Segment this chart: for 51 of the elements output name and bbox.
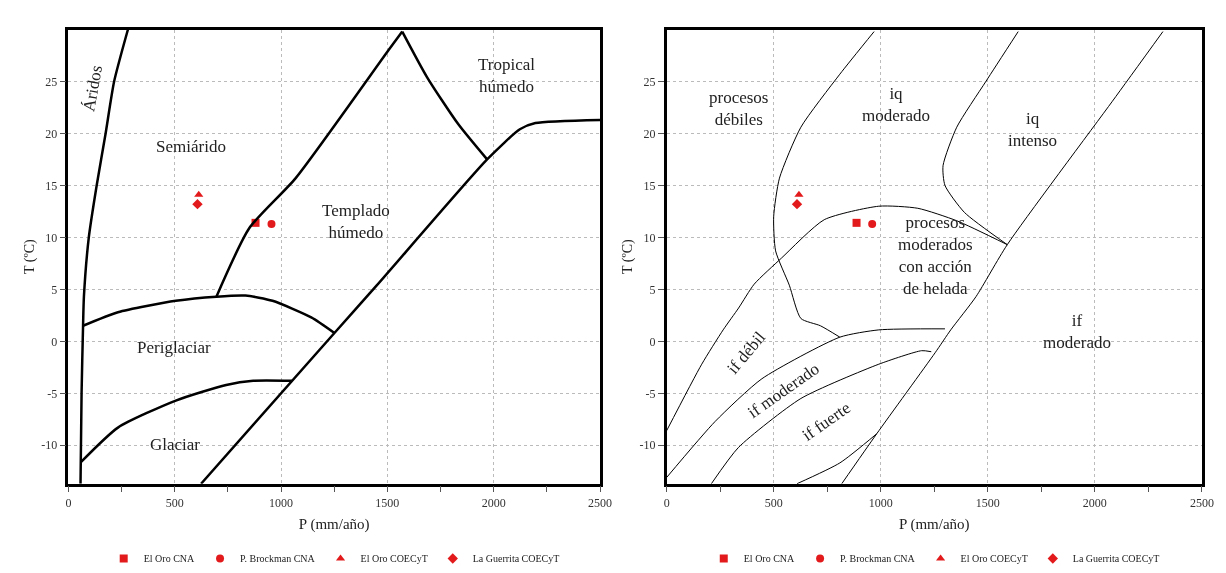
y-tick-label: 5 <box>649 282 656 297</box>
y-axis-title: T (ºC) <box>620 238 637 275</box>
y-tick-label: 15 <box>45 178 58 193</box>
x-tick-label: 1500 <box>975 495 1000 510</box>
x-tick-label: 500 <box>764 495 783 510</box>
annotation: Templado húmedo <box>322 201 390 243</box>
legend-label: El Oro CNA <box>143 553 196 565</box>
legend-label: El Oro COECyT <box>960 553 1028 565</box>
y-tick-label: 20 <box>45 126 58 141</box>
annotation: Semiárido <box>156 137 226 156</box>
annotation: iq moderado <box>862 84 930 126</box>
y-tick-label: -5 <box>47 386 58 401</box>
legend-label: La Guerrita COECyT <box>472 553 560 565</box>
legend-label: La Guerrita COECyT <box>1072 553 1160 565</box>
y-tick-label: 10 <box>643 230 656 245</box>
annotation: Tropical húmedo <box>478 55 536 97</box>
x-tick-label: 0 <box>663 495 670 510</box>
annotation: if moderado <box>1043 311 1111 353</box>
annotation: procesos moderados con acción de helada <box>898 213 973 299</box>
legend-label: El Oro COECyT <box>360 553 428 565</box>
y-tick-label: -10 <box>41 438 58 453</box>
x-tick-label: 1000 <box>868 495 893 510</box>
y-tick-label: 20 <box>643 126 656 141</box>
legend-label: P. Brockman CNA <box>840 553 916 565</box>
x-tick-label: 2000 <box>1082 495 1107 510</box>
y-axis-title: T (ºC) <box>21 238 38 275</box>
y-tick-label: -10 <box>639 438 656 453</box>
x-axis-title: P (mm/año) <box>898 515 970 533</box>
x-tick-label: 1000 <box>269 495 294 510</box>
y-tick-label: -5 <box>645 386 656 401</box>
y-tick-label: 10 <box>45 230 58 245</box>
y-tick-label: 25 <box>643 74 656 89</box>
legend-label: P. Brockman CNA <box>240 553 316 565</box>
y-tick-label: 0 <box>649 334 656 349</box>
y-tick-label: 15 <box>643 178 656 193</box>
legend-label: El Oro CNA <box>743 553 796 565</box>
x-axis-title: P (mm/año) <box>298 515 370 533</box>
y-tick-label: 25 <box>45 74 58 89</box>
annotation: Periglaciar <box>137 338 211 357</box>
x-tick-label: 0 <box>65 495 72 510</box>
annotation: Áridos <box>79 63 107 113</box>
x-tick-label: 1500 <box>375 495 400 510</box>
x-tick-label: 2000 <box>481 495 506 510</box>
y-tick-label: 5 <box>51 282 58 297</box>
annotation: procesos débiles <box>709 88 769 130</box>
x-tick-label: 500 <box>165 495 184 510</box>
x-tick-label: 2500 <box>588 495 613 510</box>
annotation: iq intenso <box>1008 109 1058 151</box>
x-tick-label: 2500 <box>1189 495 1214 510</box>
annotation: Glaciar <box>150 435 201 454</box>
y-tick-label: 0 <box>51 334 58 349</box>
